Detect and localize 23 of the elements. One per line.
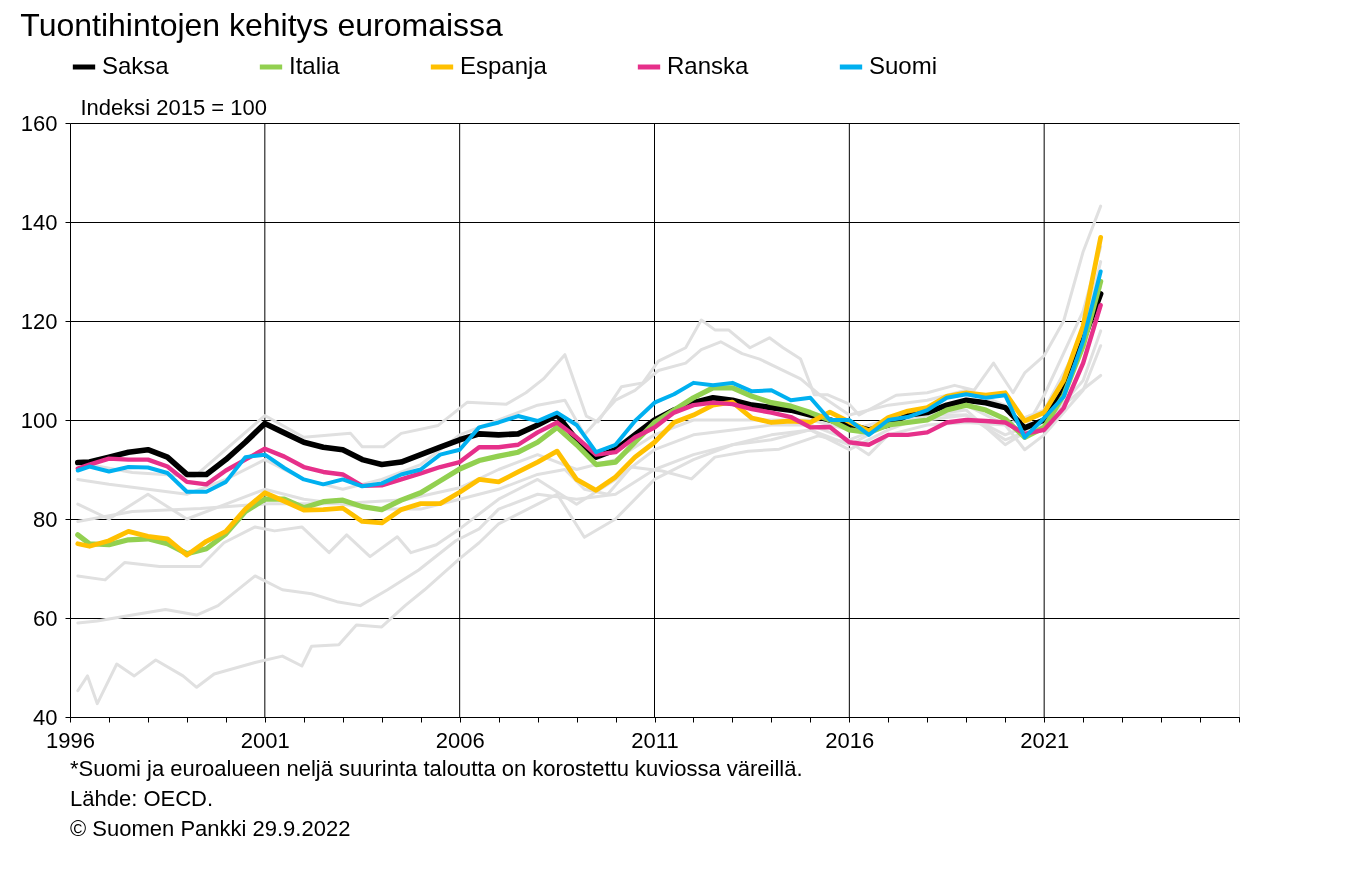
y-tick-label: 160: [20, 110, 58, 136]
x-tick-label: 2006: [435, 727, 485, 753]
x-tick-label: 2016: [825, 727, 875, 753]
y-axis-title: Indeksi 2015 = 100: [80, 94, 268, 120]
legend-label: Espanja: [460, 52, 548, 79]
text: *Suomi ja euroalueen neljä suurinta taloutta on korostettu kuviossa väreillä.: [70, 756, 803, 781]
x-tick-label: 2011: [631, 727, 679, 753]
chart-title: Tuontihintojen kehitys euromaissa: [20, 7, 504, 43]
legend-label: Suomi: [869, 52, 938, 79]
x-tick-label: 2021: [1020, 727, 1070, 753]
text: © Suomen Pankki 29.9.2022: [70, 816, 351, 841]
y-tick-label: 80: [33, 506, 58, 532]
x-tick-label: 2001: [240, 727, 290, 753]
y-tick-label: 140: [20, 209, 58, 235]
text: Lähde: OECD.: [70, 786, 214, 811]
y-tick-label: 60: [33, 605, 58, 631]
legend-label: Italia: [289, 52, 341, 79]
y-tick-label: 40: [33, 704, 58, 730]
x-tick-label: 1996: [46, 727, 95, 753]
y-tick-label: 120: [20, 308, 58, 334]
y-tick-label: 100: [20, 407, 58, 433]
legend-label: Saksa: [102, 52, 170, 79]
legend-label: Ranska: [667, 52, 750, 79]
